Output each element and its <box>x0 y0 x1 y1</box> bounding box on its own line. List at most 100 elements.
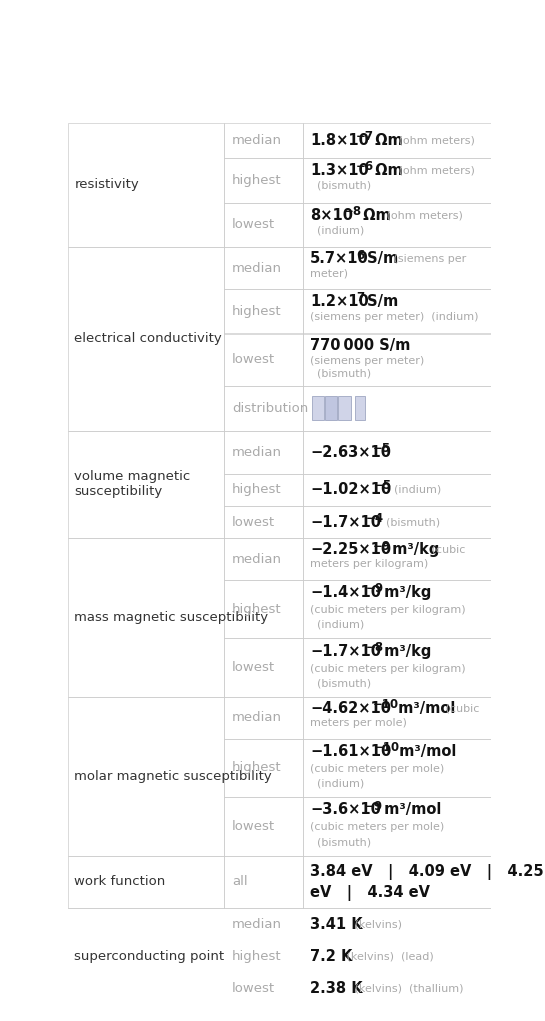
Text: 2.38 K: 2.38 K <box>310 981 363 996</box>
Bar <box>302 856 490 908</box>
Text: (ohm meters): (ohm meters) <box>395 135 475 145</box>
Text: m³/mol: m³/mol <box>393 744 456 759</box>
Text: highest: highest <box>232 602 282 616</box>
Text: (indium): (indium) <box>310 779 365 788</box>
Bar <box>302 123 490 158</box>
Bar <box>225 797 302 856</box>
Text: Ωm: Ωm <box>370 163 403 178</box>
Text: 770 000 S/m: 770 000 S/m <box>310 338 411 352</box>
Text: (cubic meters per kilogram): (cubic meters per kilogram) <box>310 664 466 674</box>
Bar <box>302 738 490 797</box>
Text: median: median <box>232 918 282 930</box>
Bar <box>312 396 324 421</box>
Text: eV   |   4.34 eV: eV | 4.34 eV <box>310 885 431 902</box>
Bar <box>68 697 225 856</box>
Text: (cubic meters per mole): (cubic meters per mole) <box>310 764 445 774</box>
Text: −3.6×10: −3.6×10 <box>310 803 381 818</box>
Text: (indium): (indium) <box>387 485 441 495</box>
Text: (kelvins)  (thallium): (kelvins) (thallium) <box>351 984 464 993</box>
Text: −10: −10 <box>373 741 399 755</box>
Text: −9: −9 <box>365 582 384 595</box>
Text: 7.2 K: 7.2 K <box>310 949 353 964</box>
Bar <box>225 697 302 738</box>
Bar <box>302 940 490 973</box>
Bar <box>225 638 302 697</box>
Text: m³/kg: m³/kg <box>379 585 432 600</box>
Text: electrical conductivity: electrical conductivity <box>74 333 222 345</box>
Text: (indium): (indium) <box>310 620 365 630</box>
Text: 1.2×10: 1.2×10 <box>310 294 369 308</box>
Text: lowest: lowest <box>232 353 275 367</box>
Text: −4.62×10: −4.62×10 <box>310 701 391 716</box>
Text: (kelvins): (kelvins) <box>351 919 402 929</box>
Text: (cubic: (cubic <box>441 703 479 714</box>
Text: meter): meter) <box>310 269 348 278</box>
Text: 3.84 eV   |   4.09 eV   |   4.25: 3.84 eV | 4.09 eV | 4.25 <box>310 865 544 880</box>
Text: −1.7×10: −1.7×10 <box>310 644 381 659</box>
Text: lowest: lowest <box>232 982 275 995</box>
Bar <box>225 506 302 538</box>
Bar <box>302 580 490 638</box>
Bar <box>225 738 302 797</box>
Bar <box>225 474 302 506</box>
Text: (cubic meters per kilogram): (cubic meters per kilogram) <box>310 605 466 616</box>
Bar <box>68 538 225 697</box>
Text: −8: −8 <box>365 641 384 653</box>
Text: (bismuth): (bismuth) <box>310 679 372 688</box>
Bar <box>225 538 302 580</box>
Text: lowest: lowest <box>232 820 275 833</box>
Text: m³/mol: m³/mol <box>393 701 456 716</box>
Text: highest: highest <box>232 304 282 318</box>
Text: molar magnetic susceptibility: molar magnetic susceptibility <box>74 770 272 783</box>
Text: −5: −5 <box>373 442 391 454</box>
Text: −1.02×10: −1.02×10 <box>310 482 391 497</box>
Text: (siemens per: (siemens per <box>390 254 467 263</box>
Text: median: median <box>232 445 282 458</box>
Text: highest: highest <box>232 762 282 774</box>
Text: m³/kg: m³/kg <box>379 644 432 659</box>
Text: meters per kilogram): meters per kilogram) <box>310 560 428 569</box>
Bar <box>68 908 225 1005</box>
Bar <box>302 538 490 580</box>
Bar <box>302 431 490 474</box>
Bar <box>302 908 490 940</box>
Bar <box>68 431 225 538</box>
Text: meters per mole): meters per mole) <box>310 718 407 728</box>
Text: work function: work function <box>74 875 166 888</box>
Text: (bismuth): (bismuth) <box>379 518 440 527</box>
Text: −1.7×10: −1.7×10 <box>310 515 381 530</box>
Text: 8×10: 8×10 <box>310 207 353 223</box>
Bar <box>302 638 490 697</box>
Bar <box>225 247 302 289</box>
Text: (kelvins)  (lead): (kelvins) (lead) <box>343 952 434 962</box>
Text: −7: −7 <box>356 130 374 143</box>
Text: (cubic meters per mole): (cubic meters per mole) <box>310 823 445 832</box>
Text: −1.61×10: −1.61×10 <box>310 744 391 759</box>
Text: median: median <box>232 134 282 147</box>
Bar <box>68 247 225 431</box>
Text: 6: 6 <box>356 248 364 261</box>
Bar <box>338 396 350 421</box>
Text: −10: −10 <box>373 698 399 712</box>
Bar <box>302 797 490 856</box>
Text: −2.25×10: −2.25×10 <box>310 542 391 557</box>
Bar <box>225 202 302 247</box>
Text: 1.8×10: 1.8×10 <box>310 133 369 148</box>
Text: highest: highest <box>232 483 282 496</box>
Bar <box>302 973 490 1005</box>
Text: −2.63×10: −2.63×10 <box>310 444 391 459</box>
Bar <box>225 940 302 973</box>
Text: Ωm: Ωm <box>370 133 403 148</box>
Text: S/m: S/m <box>362 294 398 308</box>
Text: distribution: distribution <box>232 401 308 415</box>
Bar <box>225 973 302 1005</box>
Text: −4: −4 <box>365 512 384 525</box>
Text: −1.4×10: −1.4×10 <box>310 585 381 600</box>
Text: (bismuth): (bismuth) <box>310 837 372 847</box>
Text: 1.3×10: 1.3×10 <box>310 163 369 178</box>
Text: 3.41 K: 3.41 K <box>310 917 363 931</box>
Text: −9: −9 <box>373 540 391 552</box>
Bar <box>225 580 302 638</box>
Bar <box>68 123 225 247</box>
Text: superconducting point: superconducting point <box>74 950 225 963</box>
